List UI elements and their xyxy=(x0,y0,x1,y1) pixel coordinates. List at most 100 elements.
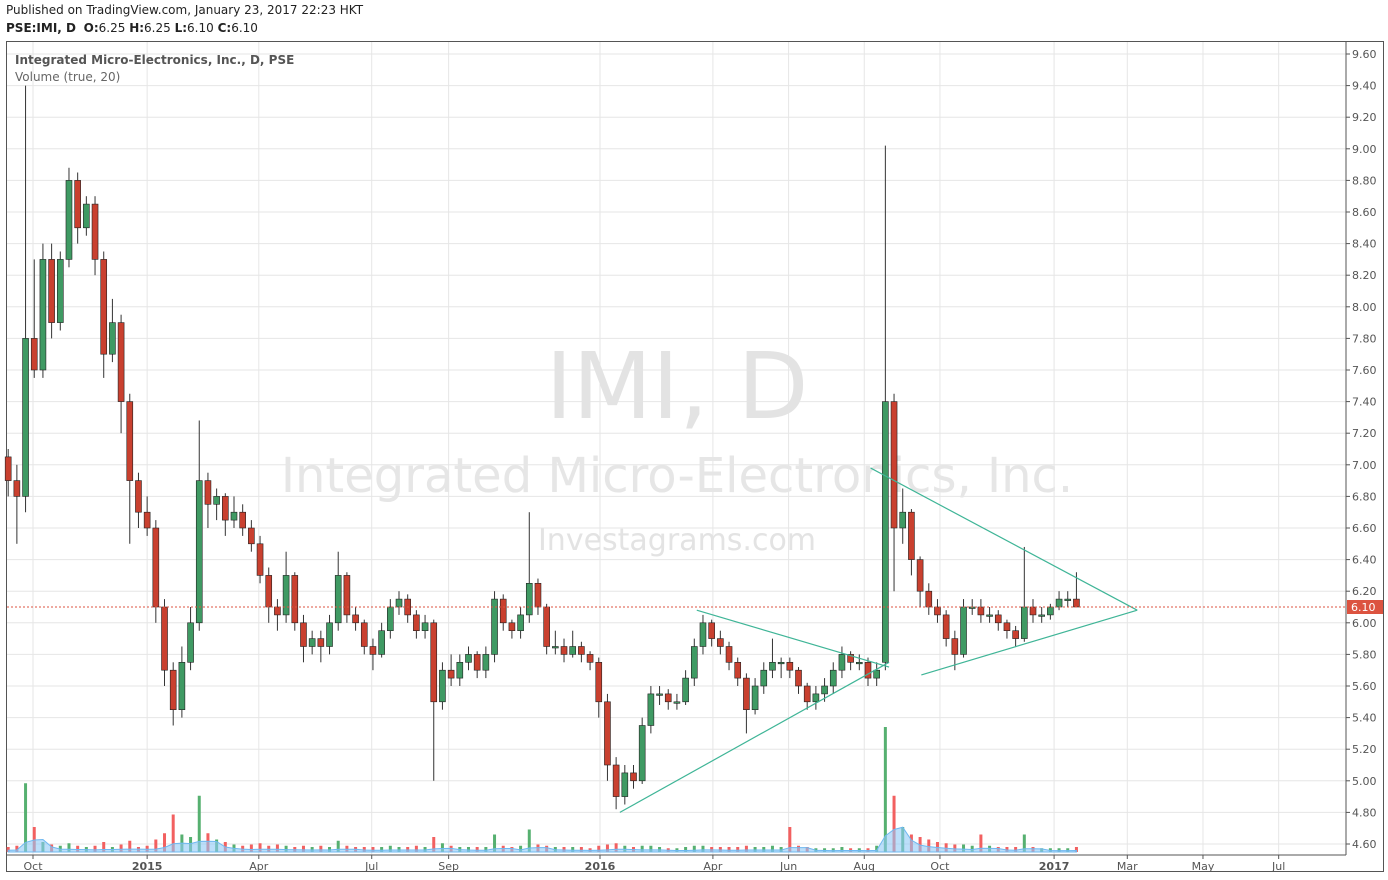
candle-body xyxy=(708,622,715,639)
candle-body xyxy=(169,669,177,711)
candle-body xyxy=(152,527,160,608)
candle-body xyxy=(456,661,464,679)
volume-bar xyxy=(1057,848,1061,852)
volume-bar xyxy=(597,845,601,852)
volume-bar xyxy=(310,847,314,852)
volume-bar xyxy=(484,847,488,852)
volume-bar xyxy=(1066,848,1070,852)
volume-bar xyxy=(831,848,835,852)
volume-bar xyxy=(388,845,392,852)
chart-frame xyxy=(6,41,1384,872)
candle-body xyxy=(882,401,889,663)
x-tick-label: Mar xyxy=(1117,860,1138,873)
y-tick-label: 4.80 xyxy=(1352,806,1377,819)
volume-bar xyxy=(380,847,384,852)
candle-body xyxy=(482,654,490,671)
candle-body xyxy=(1038,614,1045,617)
candle-body xyxy=(508,622,516,631)
candle-body xyxy=(473,654,481,671)
volume-bar xyxy=(397,847,401,852)
volume-bar xyxy=(953,844,957,852)
volume-bar xyxy=(788,827,792,852)
y-tick-label: 8.80 xyxy=(1352,174,1377,187)
trendline[interactable] xyxy=(696,609,890,668)
volume-bar xyxy=(163,833,167,852)
candle-body xyxy=(430,622,438,703)
volume-bar xyxy=(649,845,653,852)
candle-body xyxy=(222,496,229,521)
volume-bar xyxy=(970,845,974,852)
candle-body xyxy=(873,669,880,679)
volume-bar xyxy=(493,834,497,852)
candle-body xyxy=(569,646,577,655)
candle-body xyxy=(656,693,663,696)
candle-body xyxy=(638,725,646,782)
candle-body xyxy=(630,772,637,782)
volume-bar xyxy=(684,847,688,852)
trendline[interactable] xyxy=(921,609,1138,676)
volume-bar xyxy=(6,847,10,852)
candle-body xyxy=(326,622,333,647)
candle-body xyxy=(595,661,603,703)
candle-body xyxy=(699,622,707,647)
candle-body xyxy=(986,614,993,617)
y-tick-label: 9.40 xyxy=(1352,80,1377,93)
candle-body xyxy=(204,480,212,505)
volume-bar xyxy=(762,847,766,852)
x-tick-label: Jul xyxy=(1271,860,1285,873)
candle-body xyxy=(994,614,1002,624)
y-tick-label: 6.60 xyxy=(1352,522,1377,535)
candle-body xyxy=(786,661,794,671)
candle-body xyxy=(925,590,933,608)
trendline[interactable] xyxy=(619,661,890,813)
volume-bar xyxy=(1022,834,1026,852)
candle-body xyxy=(690,646,698,679)
volume-bar xyxy=(753,847,757,852)
open-label: O: xyxy=(83,21,99,35)
volume-bar xyxy=(883,727,887,852)
volume-bar xyxy=(605,844,609,852)
y-tick-label: 8.00 xyxy=(1352,301,1377,314)
candle-body xyxy=(803,685,811,703)
candle-body xyxy=(109,322,116,355)
trendline[interactable] xyxy=(870,467,1138,611)
volume-bar xyxy=(440,843,444,852)
y-tick-label: 7.80 xyxy=(1352,332,1377,345)
volume-bar xyxy=(466,847,470,852)
volume-bar xyxy=(727,847,731,852)
volume-bar xyxy=(692,845,696,852)
candle-body xyxy=(334,575,342,624)
volume-bar xyxy=(93,845,97,852)
volume-bar xyxy=(718,847,722,852)
x-tick-label: Oct xyxy=(23,860,43,873)
candle-body xyxy=(369,646,377,655)
volume-bar xyxy=(840,847,844,852)
candle-body xyxy=(942,614,950,639)
y-tick-label: 7.00 xyxy=(1352,459,1377,472)
candle-body xyxy=(621,772,629,797)
x-tick-label: Jul xyxy=(364,860,378,873)
candle-body xyxy=(265,575,273,608)
candle-body xyxy=(1055,598,1063,608)
volume-bar xyxy=(527,829,531,852)
candle-body xyxy=(413,614,420,632)
last-price-label: 6.10 xyxy=(1351,601,1376,614)
candle-body xyxy=(543,606,550,647)
y-tick-label: 5.80 xyxy=(1352,648,1377,661)
last-price-badge xyxy=(1347,600,1383,614)
candle-body xyxy=(1003,622,1011,631)
x-tick-label: 2017 xyxy=(1039,860,1070,873)
candle-body xyxy=(725,646,733,663)
candle-body xyxy=(256,543,264,576)
volume-bar xyxy=(892,795,896,852)
volume-bar xyxy=(301,845,305,852)
candle-body xyxy=(387,606,394,632)
candle-body xyxy=(91,203,99,260)
volume-bar xyxy=(562,847,566,852)
candle-body xyxy=(100,259,108,355)
close-label: C: xyxy=(217,21,232,35)
candle-body xyxy=(960,606,967,655)
watermark-name: Integrated Micro-Electronics, Inc. xyxy=(281,448,1073,504)
candle-body xyxy=(586,654,594,663)
